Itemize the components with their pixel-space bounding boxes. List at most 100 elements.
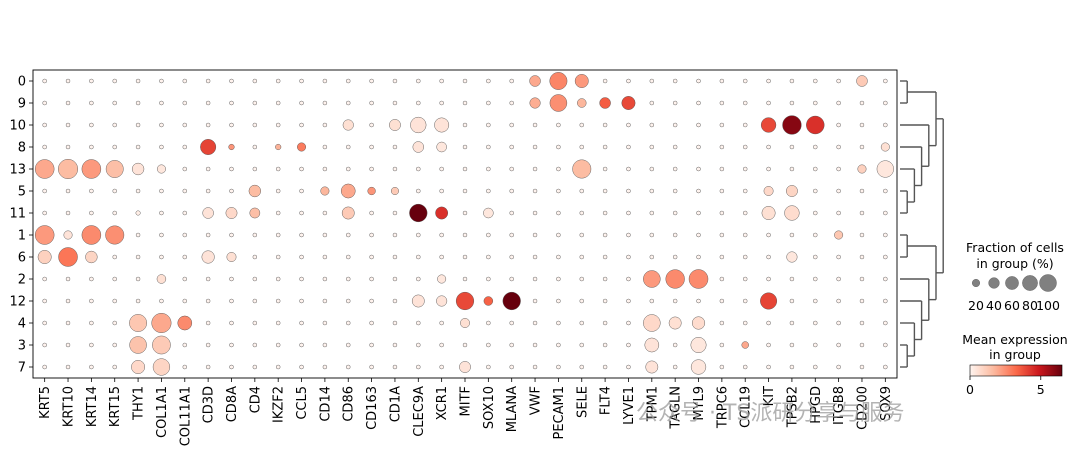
- dot-13-ccl5: [299, 166, 304, 172]
- dot-9-flt4: [599, 97, 611, 109]
- dot-13-cd14: [322, 166, 328, 172]
- x-tick-label-pecam1: PECAM1: [552, 386, 567, 440]
- dot-8-tpsb2: [789, 144, 795, 150]
- dot-8-cd1a: [392, 144, 398, 150]
- dot-13-cd8a: [229, 166, 234, 172]
- dot-9-tpm1: [649, 100, 655, 106]
- dot-9-mitf: [462, 100, 468, 106]
- dot-5-cd4: [248, 184, 261, 198]
- dot-4-krt14: [89, 320, 94, 326]
- dot-4-hpgd: [813, 320, 818, 326]
- dot-6-thy1: [135, 254, 141, 260]
- dot-11-cd86: [341, 206, 355, 220]
- size-legend-tick-60: 60: [1004, 298, 1020, 313]
- x-tick-label-krt5: KRT5: [38, 386, 53, 419]
- x-tick-label-ccl19: CCL19: [739, 386, 754, 428]
- dot-11-cd163: [369, 210, 374, 216]
- dot-7-krt10: [65, 364, 71, 370]
- dot-13-krt14: [81, 159, 102, 179]
- dot-1-tpsb2: [789, 232, 795, 238]
- dot-9-sox10: [486, 100, 491, 106]
- dot-4-sele: [579, 320, 584, 326]
- dot-8-cd4: [252, 144, 258, 150]
- dot-11-lyve1: [626, 210, 631, 216]
- dot-8-xcr1: [436, 141, 447, 153]
- dot-0-cd4: [252, 78, 258, 84]
- dot-12-itgb8: [836, 298, 841, 304]
- dot-12-xcr1: [436, 295, 448, 307]
- dot-11-pecam1: [556, 210, 561, 216]
- dot-8-cd8a: [228, 143, 235, 151]
- dot-3-sox9: [883, 342, 888, 348]
- x-tick-label-krt15: KRT15: [108, 386, 123, 427]
- dot-11-cd4: [249, 207, 261, 219]
- dot-6-cd14: [322, 254, 328, 260]
- dot-4-pecam1: [556, 320, 561, 326]
- dot-13-sele: [572, 159, 592, 179]
- dot-5-myl9: [696, 188, 701, 194]
- dot-10-cd200: [859, 122, 865, 128]
- dot-13-ccl19: [742, 166, 748, 172]
- dot-13-thy1: [131, 162, 145, 176]
- dot-6-itgb8: [836, 254, 841, 260]
- dot-13-tagln: [672, 166, 678, 172]
- dot-0-krt5: [42, 78, 47, 84]
- dot-9-vwf: [529, 97, 541, 109]
- x-tick-label-sele: SELE: [575, 386, 590, 418]
- dot-12-tpsb2: [789, 298, 795, 304]
- dot-8-myl9: [696, 144, 701, 150]
- dot-8-col11a1: [182, 144, 188, 150]
- dot-12-cd1a: [392, 298, 398, 304]
- y-tick-label-10: 10: [9, 119, 26, 134]
- dot-9-trpc6: [719, 100, 725, 106]
- dot-9-krt14: [89, 100, 94, 106]
- dot-7-col1a1: [152, 358, 171, 376]
- dot-4-krt15: [112, 320, 117, 326]
- dot-3-myl9: [690, 337, 707, 353]
- dot-11-col11a1: [182, 210, 188, 216]
- dot-10-cd8a: [229, 122, 234, 128]
- dot-0-ccl5: [299, 78, 304, 84]
- dot-9-thy1: [135, 100, 141, 106]
- dot-11-tpsb2: [784, 205, 800, 221]
- dot-6-ccl5: [299, 254, 304, 260]
- y-tick-label-5: 5: [18, 185, 26, 200]
- x-tick-label-tpm1: TPM1: [645, 386, 660, 422]
- dot-2-mitf: [462, 276, 468, 282]
- dot-13-ikzf2: [275, 166, 281, 172]
- size-legend-dot-80: [1022, 275, 1038, 291]
- dot-3-cd14: [322, 342, 328, 348]
- dot-3-ikzf2: [275, 342, 281, 348]
- dot-3-lyve1: [626, 342, 631, 348]
- dot-7-hpgd: [813, 364, 818, 370]
- dot-11-cd14: [322, 210, 328, 216]
- dot-7-sox9: [883, 364, 888, 370]
- dot-7-vwf: [532, 364, 538, 370]
- dot-6-cd163: [369, 254, 374, 260]
- dot-3-sox10: [486, 342, 491, 348]
- size-legend-dot-40: [988, 277, 1000, 289]
- dot-12-cd200: [859, 298, 865, 304]
- dot-10-flt4: [602, 122, 608, 128]
- dot-1-clec9a: [416, 232, 421, 238]
- dot-3-cd1a: [392, 342, 398, 348]
- dot-8-mlana: [509, 144, 514, 150]
- dot-8-cd14: [322, 144, 328, 150]
- dot-8-krt10: [65, 144, 71, 150]
- dot-4-tpm1: [643, 314, 661, 332]
- dot-11-col1a1: [159, 210, 164, 216]
- dot-4-mlana: [509, 320, 514, 326]
- dot-0-sox10: [486, 78, 491, 84]
- dot-6-myl9: [696, 254, 701, 260]
- size-legend-tick-80: 80: [1022, 298, 1038, 313]
- dot-6-hpgd: [813, 254, 818, 260]
- dot-3-tagln: [672, 342, 678, 348]
- x-tick-label-sox10: SOX10: [482, 386, 497, 429]
- dot-5-mlana: [509, 188, 514, 194]
- dot-2-vwf: [532, 276, 538, 282]
- dot-8-ccl19: [742, 144, 748, 150]
- dot-6-clec9a: [416, 254, 421, 260]
- dot-2-tagln: [665, 269, 685, 289]
- dot-3-tpsb2: [789, 342, 795, 348]
